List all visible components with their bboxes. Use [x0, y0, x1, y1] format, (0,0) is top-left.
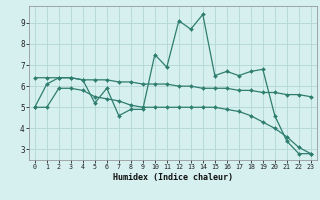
X-axis label: Humidex (Indice chaleur): Humidex (Indice chaleur)	[113, 173, 233, 182]
